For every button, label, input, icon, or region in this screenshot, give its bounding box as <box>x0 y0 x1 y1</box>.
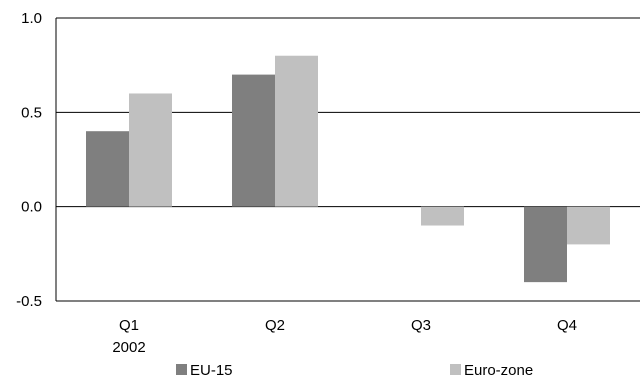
legend-swatch <box>450 364 461 375</box>
y-axis-ticks: 1.0 0.5 0.0 -0.5 <box>16 10 42 310</box>
bar-euro-zone-q4 <box>567 206 610 245</box>
y-tick-label: 0.5 <box>21 104 42 121</box>
x-tick-label: Q3 <box>411 317 431 334</box>
legend-label: Euro-zone <box>464 362 533 378</box>
y-tick-label: -0.5 <box>16 293 42 310</box>
y-tick-label: 1.0 <box>21 10 42 27</box>
y-tick-label: 0.0 <box>21 199 42 216</box>
bar-eu-15-q1 <box>86 131 129 207</box>
x-tick-label: Q2 <box>265 317 285 334</box>
bar-eu-15-q2 <box>232 74 275 207</box>
bar-eu-15-q4 <box>524 206 567 283</box>
x-tick-label: Q1 <box>119 317 139 334</box>
x-axis-labels: Q1 2002 Q2 Q3 Q4 <box>112 317 577 356</box>
x-tick-label: Q4 <box>557 317 577 334</box>
legend-label: EU-15 <box>190 362 233 378</box>
bars <box>86 55 610 283</box>
bar-euro-zone-q2 <box>275 55 318 207</box>
bar-euro-zone-q1 <box>129 93 172 207</box>
legend: EU-15 Euro-zone <box>176 362 533 378</box>
x-tick-sublabel: 2002 <box>112 339 145 356</box>
legend-swatch <box>176 364 187 375</box>
bar-euro-zone-q3 <box>421 206 464 226</box>
